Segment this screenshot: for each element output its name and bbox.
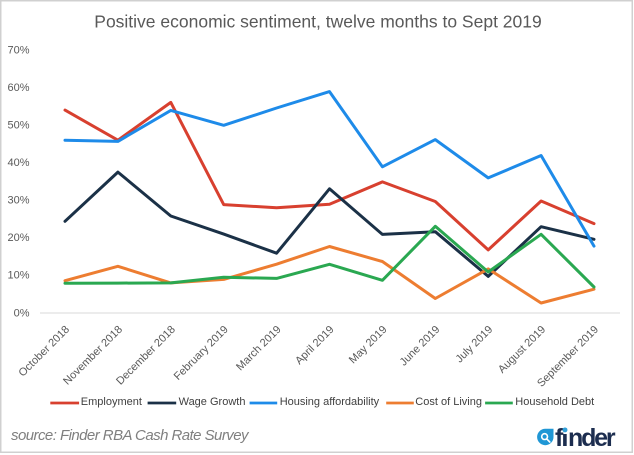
svg-text:April 2019: April 2019 (293, 324, 337, 368)
svg-text:July 2019: July 2019 (454, 324, 496, 366)
svg-text:60%: 60% (7, 82, 29, 94)
svg-text:March 2019: March 2019 (234, 324, 284, 374)
svg-text:October 2018: October 2018 (17, 324, 73, 380)
svg-text:Employment: Employment (81, 396, 142, 408)
svg-text:70%: 70% (7, 44, 29, 56)
svg-text:Household Debt: Household Debt (515, 396, 594, 408)
svg-text:Cost of Living: Cost of Living (415, 396, 482, 408)
svg-text:June 2019: June 2019 (398, 324, 443, 369)
svg-text:February 2019: February 2019 (172, 324, 231, 383)
svg-text:50%: 50% (7, 119, 29, 131)
svg-text:August 2019: August 2019 (496, 324, 548, 376)
svg-text:May 2019: May 2019 (347, 324, 390, 367)
svg-text:0%: 0% (14, 307, 30, 319)
svg-text:Positive economic sentiment, t: Positive economic sentiment, twelve mont… (94, 12, 541, 32)
svg-text:Housing affordability: Housing affordability (280, 396, 380, 408)
svg-text:source: Finder RBA Cash Rate S: source: Finder RBA Cash Rate Survey (11, 427, 250, 444)
svg-text:10%: 10% (7, 270, 29, 282)
svg-text:20%: 20% (7, 232, 29, 244)
svg-text:Wage Growth: Wage Growth (179, 396, 246, 408)
svg-text:f: f (555, 424, 564, 452)
svg-text:30%: 30% (7, 195, 29, 207)
svg-text:nder: nder (568, 424, 616, 452)
svg-text:40%: 40% (7, 157, 29, 169)
